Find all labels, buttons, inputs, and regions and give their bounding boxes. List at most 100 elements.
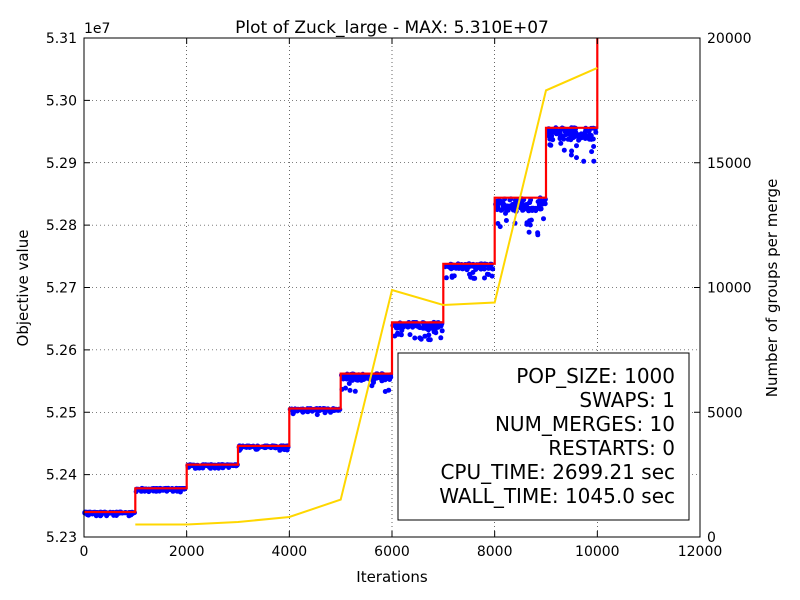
x-tick-label: 10000 [575, 544, 620, 560]
y-tick-label: 5.28 [46, 218, 77, 234]
scatter-point [550, 137, 556, 143]
y-tick-label: 5.23 [46, 530, 77, 546]
scatter-point [405, 324, 411, 330]
scatter-point [397, 324, 403, 329]
scatter-point [569, 148, 575, 154]
scatter-point [428, 324, 434, 330]
scatter-point [322, 410, 328, 416]
scatter-point [439, 328, 445, 334]
scatter-point [530, 205, 536, 211]
scatter-point [194, 465, 200, 471]
scatter-point [527, 218, 533, 224]
info-line: POP_SIZE: 1000 [516, 364, 675, 388]
y2-tick-label: 5000 [707, 405, 743, 421]
y-tick-label: 5.30 [46, 93, 77, 109]
scatter-point [294, 408, 300, 414]
y-tick-label: 5.31 [46, 31, 77, 47]
scatter-point [551, 129, 557, 135]
scatter-point [578, 135, 584, 140]
scatter-point [379, 378, 385, 384]
y2-tick-label: 20000 [707, 31, 752, 47]
scatter-point [581, 158, 587, 164]
scatter-point [426, 337, 432, 343]
scatter-point [503, 218, 509, 223]
scatter-point [417, 335, 423, 341]
scatter-point [503, 210, 508, 216]
scatter-point [449, 274, 455, 280]
x-tick-label: 4000 [272, 544, 308, 560]
y2-tick-label: 10000 [707, 281, 752, 297]
scatter-point [541, 216, 546, 222]
scatter-point [350, 376, 356, 382]
info-box: POP_SIZE: 1000 SWAPS: 1 NUM_MERGES: 10 REST… [397, 352, 690, 521]
scatter-point [570, 135, 576, 141]
scatter-point [343, 375, 349, 381]
scatter-point [488, 264, 494, 270]
y-offset-label: 1e7 [84, 21, 110, 37]
scatter-point [593, 129, 599, 135]
info-line: CPU_TIME: 2699.21 sec [440, 460, 675, 484]
info-line: SWAPS: 1 [579, 388, 675, 412]
y-tick-label: 5.25 [46, 405, 77, 421]
scatter-point [424, 324, 430, 330]
scatter-point [489, 273, 495, 279]
x-tick-label: 8000 [477, 544, 513, 560]
scatter-point [538, 206, 544, 212]
scatter-point [558, 140, 564, 146]
scatter-point [591, 158, 597, 164]
scatter-point [568, 152, 574, 158]
scatter-point [524, 221, 530, 227]
scatter-point [385, 374, 391, 380]
scatter-point [565, 130, 571, 135]
scatter-point [495, 205, 501, 210]
scatter-point [314, 412, 320, 418]
scatter-point [347, 387, 353, 393]
scatter-point [478, 264, 484, 270]
info-box-text: POP_SIZE: 1000 SWAPS: 1 NUM_MERGES: 10 REST… [439, 364, 675, 508]
scatter-point [443, 275, 449, 281]
scatter-point [93, 513, 99, 519]
x-axis-label: Iterations [356, 568, 428, 586]
chart-title: Plot of Zuck_large - MAX: 5.310E+07 [235, 18, 549, 38]
axes: 0 2000 4000 6000 8000 10000 12000 5.23 5.24 5.25 5… [46, 31, 752, 560]
scatter-point [591, 144, 597, 149]
scatter-point [521, 206, 527, 212]
scatter-point [539, 201, 545, 207]
scatter-point [578, 131, 584, 137]
scatter-point [372, 375, 378, 381]
y-tick-label: 5.29 [46, 156, 77, 172]
scatter-point [526, 208, 531, 213]
x-tick-label: 2000 [169, 544, 205, 560]
scatter-point [588, 136, 594, 142]
scatter-point [416, 324, 422, 330]
scatter-point [426, 332, 432, 338]
scatter-point [438, 335, 444, 341]
info-line: RESTARTS: 0 [548, 436, 675, 460]
scatter-point [548, 142, 554, 148]
scatter-point [392, 333, 398, 339]
scatter-point [422, 333, 428, 339]
scatter-point [369, 383, 375, 389]
y2-tick-label: 15000 [707, 156, 752, 172]
scatter-point [470, 270, 476, 275]
scatter-point [449, 265, 455, 271]
scatter-point [412, 335, 418, 341]
scatter-point [561, 147, 567, 153]
x-tick-label: 12000 [678, 544, 723, 560]
scatter-point [589, 149, 595, 155]
scatter-point [484, 271, 490, 277]
scatter-point [535, 230, 541, 236]
scatter-point [497, 224, 503, 230]
scatter-point [574, 155, 579, 161]
scatter-point [407, 332, 413, 338]
plot-area [82, 38, 599, 526]
scatter-point [548, 132, 554, 138]
y2-axis-label: Number of groups per merge [763, 179, 781, 398]
scatter-point [399, 327, 405, 333]
x-tick-label: 6000 [374, 544, 410, 560]
scatter-point [497, 197, 502, 203]
scatter-point [565, 136, 571, 142]
x-tick-label: 0 [80, 544, 89, 560]
scatter-point [471, 275, 477, 281]
